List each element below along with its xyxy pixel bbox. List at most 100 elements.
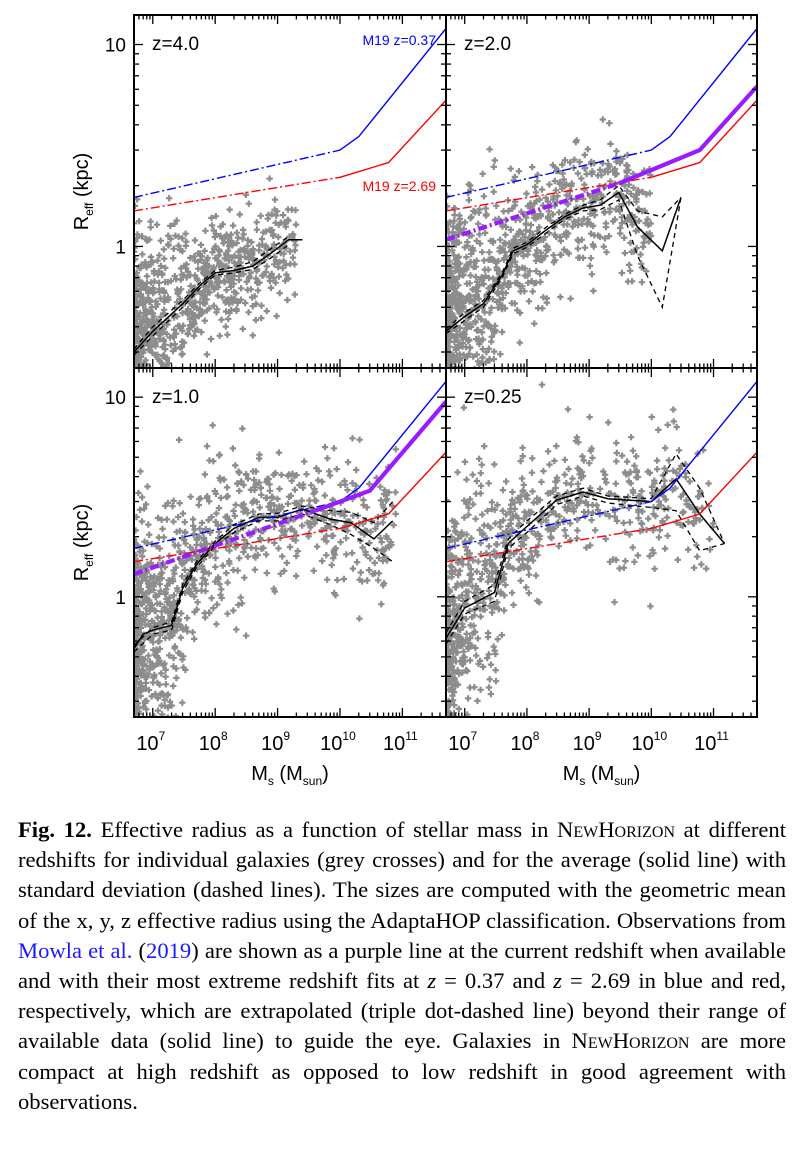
- scatter-cross: [574, 480, 582, 487]
- scatter-cross: [303, 471, 310, 478]
- scatter-cross: [132, 767, 138, 773]
- scatter-cross: [344, 459, 352, 466]
- sigma-line: [446, 495, 725, 645]
- panel-title: z=1.0: [152, 387, 199, 408]
- scatter-cross: [524, 251, 531, 258]
- citation-link-mowla[interactable]: Mowla et al.: [18, 937, 133, 963]
- scatter-cross: [515, 556, 522, 563]
- scatter-cross: [461, 514, 468, 521]
- scatter-cross: [537, 210, 544, 218]
- scatter-cross: [272, 469, 279, 477]
- scatter-cross: [161, 696, 168, 703]
- scatter-cross: [231, 512, 238, 520]
- scatter-cross: [605, 233, 613, 240]
- scatter-cross: [460, 334, 467, 341]
- scatter-cross: [291, 528, 298, 535]
- scatter-cross: [240, 247, 247, 254]
- scatter-cross: [190, 581, 197, 589]
- scatter-cross: [519, 264, 526, 271]
- scatter-cross: [247, 269, 254, 276]
- mean-line: [446, 477, 726, 639]
- scatter-cross: [132, 722, 138, 728]
- scatter-cross: [219, 294, 226, 301]
- scatter-cross: [157, 237, 164, 244]
- scatter-cross: [698, 561, 705, 568]
- scatter-cross: [293, 572, 300, 580]
- scatter-cross: [285, 275, 292, 282]
- scatter-cross: [460, 378, 466, 384]
- scatter-cross: [362, 551, 370, 559]
- citation-link-year[interactable]: 2019: [146, 937, 192, 963]
- scatter-cross: [536, 196, 543, 203]
- scatter-cross: [467, 272, 474, 279]
- scatter-cross: [578, 236, 585, 243]
- scatter-cross: [150, 313, 157, 320]
- scatter-cross: [523, 214, 530, 221]
- scatter-cross: [212, 518, 219, 526]
- scatter-cross: [138, 411, 144, 417]
- scatter-cross: [276, 289, 283, 297]
- scatter-cross: [488, 609, 496, 616]
- x-axis-label: Ms (Msun): [251, 763, 329, 788]
- scatter-cross: [452, 344, 459, 351]
- scatter-cross: [213, 621, 220, 628]
- scatter-cross: [154, 514, 162, 522]
- scatter-cross: [236, 487, 243, 495]
- scatter-cross: [558, 185, 566, 192]
- scatter-cross: [575, 439, 582, 446]
- scatter-cross: [230, 566, 237, 574]
- scatter-cross: [136, 373, 142, 379]
- scatter-cross: [160, 325, 167, 333]
- scatter-cross: [644, 216, 651, 223]
- scatter-cross: [454, 580, 461, 587]
- scatter-cross: [256, 479, 263, 486]
- scatter-cross: [518, 475, 526, 482]
- scatter-cross: [544, 448, 552, 455]
- scatter-cross: [448, 383, 454, 389]
- scatter-cross: [599, 116, 606, 123]
- scatter-cross: [159, 378, 165, 384]
- scatter-cross: [465, 504, 472, 512]
- scatter-cross: [450, 383, 456, 389]
- scatter-cross: [147, 224, 154, 231]
- scatter-cross: [163, 595, 170, 603]
- caption-fig-label: Fig. 12.: [18, 817, 92, 842]
- scatter-cross: [134, 723, 140, 729]
- m19-fit-line: [339, 28, 446, 151]
- scatter-cross: [457, 626, 464, 634]
- scatter-cross: [474, 594, 482, 601]
- scatter-cross: [195, 312, 203, 319]
- scatter-cross: [578, 468, 585, 476]
- scatter-cross: [256, 455, 263, 462]
- scatter-cross: [532, 548, 539, 555]
- scatter-cross: [138, 648, 145, 655]
- scatter-cross: [494, 266, 501, 274]
- scatter-cross: [161, 255, 168, 262]
- scatter-cross: [676, 465, 683, 473]
- scatter-cross: [514, 494, 522, 502]
- scatter-cross: [235, 601, 242, 609]
- scatter-cross: [171, 326, 178, 333]
- scatter-cross: [492, 553, 499, 560]
- scatter-cross: [447, 388, 453, 394]
- scatter-cross: [483, 349, 490, 356]
- scatter-cross: [141, 505, 148, 512]
- scatter-cross: [519, 283, 526, 290]
- scatter-cross: [155, 356, 162, 363]
- scatter-cross: [473, 652, 480, 659]
- scatter-cross: [613, 449, 620, 457]
- scatter-cross: [154, 694, 161, 702]
- scatter-cross: [464, 595, 471, 602]
- scatter-cross: [138, 687, 145, 694]
- scatter-cross: [576, 254, 583, 261]
- scatter-cross: [277, 249, 284, 257]
- scatter-cross: [291, 486, 298, 493]
- scatter-cross: [212, 554, 219, 562]
- scatter-cross: [549, 211, 557, 218]
- scatter-cross: [151, 573, 158, 580]
- scatter-cross: [485, 321, 492, 329]
- scatter-cross: [542, 194, 549, 202]
- scatter-cross: [165, 232, 172, 239]
- scatter-cross: [334, 576, 341, 584]
- scatter-cross: [559, 161, 566, 168]
